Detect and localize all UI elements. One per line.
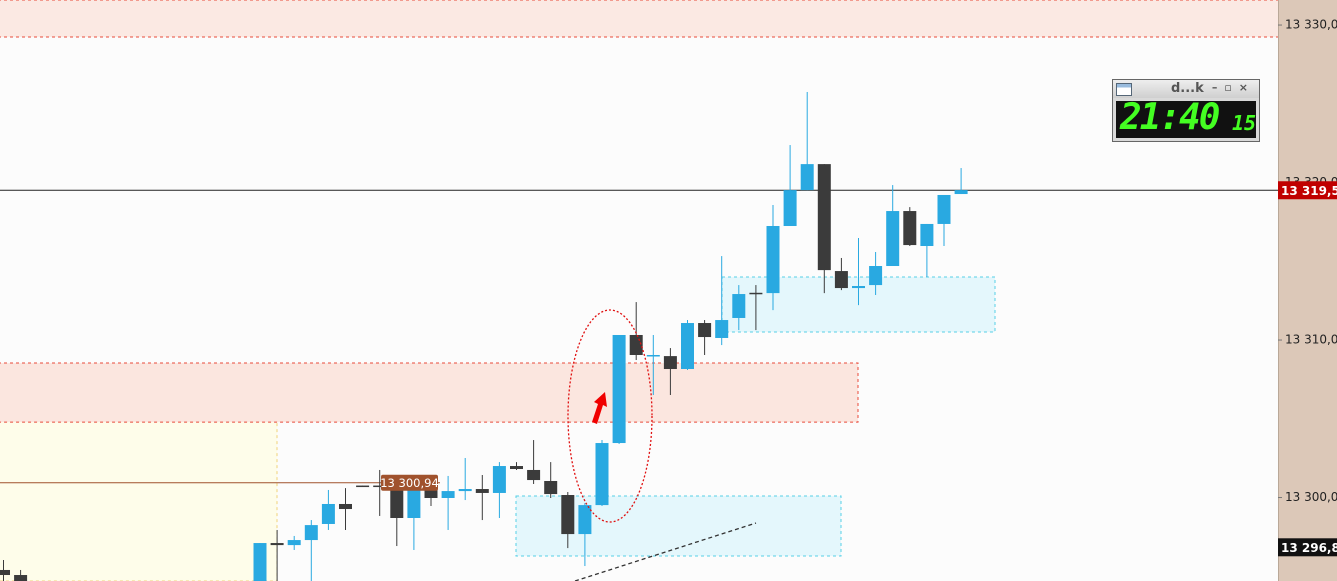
candle-body [834, 271, 848, 289]
candle-body [869, 266, 883, 286]
price-tag [1278, 538, 1337, 557]
candle-body [339, 503, 352, 510]
candle-body [475, 489, 489, 493]
candle-body [783, 190, 797, 227]
candle-body [424, 486, 438, 498]
candle-body [373, 485, 387, 488]
y-tick-label: 13 330,00 [1285, 18, 1337, 32]
candle-body [544, 480, 558, 495]
candle-body [14, 575, 28, 581]
candle-body [886, 211, 900, 267]
candle-body [0, 569, 10, 576]
candle-body [492, 466, 506, 493]
price-tag-label: 13 296,84 [1281, 541, 1337, 555]
candle-body [561, 495, 575, 535]
candle-body [903, 211, 917, 246]
candle-body [390, 486, 404, 519]
candle-body [749, 292, 763, 295]
clock-time: 21:40 [1120, 101, 1220, 138]
window-buttons[interactable]: –▫× [1211, 81, 1255, 94]
candle-body [920, 223, 934, 247]
candle-body [578, 505, 592, 535]
candle-body [629, 334, 643, 355]
price-tag-label: 13 319,51 [1281, 184, 1337, 198]
candle-body [253, 543, 267, 581]
candle-body [663, 356, 677, 370]
candle-body [407, 486, 421, 519]
candle-body [458, 489, 472, 492]
price-tag [1278, 181, 1337, 200]
y-tick-label: 13 310,00 [1285, 333, 1337, 347]
clock-widget: d...k –▫× 21:40 15 [1112, 79, 1260, 142]
candle-body [321, 503, 335, 524]
clock-title: d...k [1171, 81, 1204, 96]
candle-body [766, 226, 780, 294]
trend-line [574, 522, 757, 581]
zone [0, 362, 859, 423]
candle-body [937, 194, 951, 224]
candle-body [681, 323, 694, 370]
price-tag [381, 474, 438, 491]
candle-body [356, 485, 370, 488]
clock-display: 21:40 15 [1116, 101, 1256, 138]
candle-body [612, 334, 626, 444]
candle-body [698, 323, 712, 338]
zone [0, 0, 1278, 38]
zone [0, 395, 278, 581]
candle-body [715, 320, 729, 338]
candle-body [527, 469, 541, 481]
candle-body [954, 190, 968, 195]
candle-body [595, 443, 609, 506]
highlight-ellipse [567, 309, 653, 523]
price-tag-label: 13 300,94 [380, 476, 439, 490]
candle-body [732, 294, 746, 318]
candle-body [800, 164, 814, 191]
clock-titlebar: d...k –▫× [1113, 80, 1259, 98]
candle-body [270, 543, 284, 546]
candle-body [441, 491, 455, 498]
candle-body [287, 540, 301, 546]
candle-body [646, 354, 660, 357]
candle-body [817, 164, 831, 271]
price-axis: 13 300,0013 310,0013 320,0013 330,00 [1278, 0, 1337, 581]
clock-icon [1116, 83, 1132, 96]
candle-body [510, 466, 523, 470]
plot-area [0, 0, 1278, 581]
candle-body [304, 525, 318, 541]
axis-panel [1278, 0, 1337, 581]
y-tick-label: 13 300,00 [1285, 490, 1337, 504]
clock-seconds: 15 [1232, 111, 1256, 135]
arrow [592, 392, 607, 424]
candle-body [852, 286, 865, 289]
